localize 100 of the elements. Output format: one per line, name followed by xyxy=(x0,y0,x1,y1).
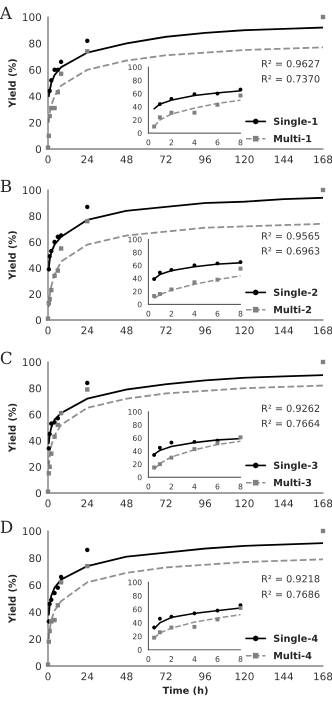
x-tick-label: 120 xyxy=(236,672,254,680)
chart-title: B xyxy=(0,180,12,192)
point xyxy=(192,92,196,96)
x-tick-label: 72 xyxy=(160,155,172,164)
x-tick-label: 24 xyxy=(81,326,94,334)
point xyxy=(56,422,60,428)
point xyxy=(192,440,196,444)
y-tick-label: 40 xyxy=(29,264,42,272)
x-tick-label: 144 xyxy=(274,500,294,508)
annotation: R² = 0.7370 xyxy=(262,75,320,83)
line-series xyxy=(48,542,323,616)
chart-title: C xyxy=(0,352,12,364)
x-tick-label: 0 xyxy=(45,155,51,164)
point xyxy=(216,608,220,613)
point xyxy=(58,410,64,416)
point xyxy=(47,602,52,606)
y-tick-label: 0 xyxy=(36,145,42,154)
point xyxy=(238,435,242,440)
point xyxy=(152,453,156,457)
point xyxy=(47,432,52,436)
point xyxy=(216,261,220,266)
y-tick-label: 0 xyxy=(36,489,42,498)
x-tick-label: 144 xyxy=(274,326,294,334)
point xyxy=(46,145,50,150)
x-tick-label: 24 xyxy=(81,499,94,508)
point xyxy=(47,464,52,469)
point xyxy=(47,88,52,94)
y-tick-label: 100 xyxy=(23,13,42,22)
point xyxy=(238,606,242,610)
point xyxy=(158,446,162,450)
y-tick-label: 80 xyxy=(29,384,42,392)
point xyxy=(85,564,90,568)
point xyxy=(46,446,52,451)
point xyxy=(238,94,242,98)
point xyxy=(56,268,60,273)
point xyxy=(56,603,60,608)
y-tick-label: 60 xyxy=(29,66,42,74)
annotation: R² = 0.7664 xyxy=(262,420,320,428)
legend-label: Single-3 xyxy=(274,461,318,471)
y-tick-label: 20 xyxy=(29,290,42,298)
point xyxy=(169,268,174,272)
annotation: R² = 0.9565 xyxy=(262,232,320,240)
y-tick-label: 80 xyxy=(29,554,42,562)
annotation: R² = 0.6963 xyxy=(262,247,320,255)
x-tick-label: 0 xyxy=(45,672,51,680)
y-tick-label: 100 xyxy=(23,186,42,194)
x-tick-label: 168 xyxy=(314,326,332,334)
y-axis-title: Yield (%) xyxy=(8,574,17,624)
y-tick-label: 20 xyxy=(29,118,42,127)
x-tick-label: 96 xyxy=(199,499,212,508)
point xyxy=(152,277,156,282)
point xyxy=(169,287,174,292)
chart-title: D xyxy=(0,520,12,533)
point xyxy=(56,90,60,94)
x-tick-label: 120 xyxy=(236,499,254,508)
y-tick-label: 80 xyxy=(29,212,42,220)
point xyxy=(158,292,162,296)
annotation: R² = 0.9262 xyxy=(262,404,320,412)
point xyxy=(49,598,54,602)
y-tick-label: 80 xyxy=(29,40,42,48)
point xyxy=(49,78,54,83)
y-tick-label: 20 xyxy=(29,463,42,471)
point xyxy=(47,254,52,258)
y-tick-label: 0 xyxy=(36,316,42,324)
y-tick-label: 40 xyxy=(29,608,42,616)
legend-label: Multi-1 xyxy=(274,134,312,142)
point xyxy=(85,204,90,210)
point xyxy=(158,102,162,106)
line-series xyxy=(153,99,240,128)
chart-title: A xyxy=(0,6,12,19)
y-tick-label: 20 xyxy=(29,635,42,644)
annotation: R² = 0.9218 xyxy=(262,575,320,582)
y-tick-label: 40 xyxy=(29,436,42,445)
point xyxy=(192,611,196,616)
point xyxy=(58,233,64,238)
point xyxy=(169,626,174,630)
point xyxy=(169,440,174,445)
point xyxy=(58,580,64,584)
y-axis-title: Yield (%) xyxy=(8,59,17,108)
x-tick-label: 72 xyxy=(160,499,172,508)
legend-label: Multi-2 xyxy=(274,306,312,314)
point xyxy=(56,586,60,590)
point xyxy=(158,462,162,466)
line-series xyxy=(153,614,240,640)
x-tick-label: 0 xyxy=(45,326,51,334)
annotation: R² = 0.9627 xyxy=(262,60,320,68)
point xyxy=(85,49,90,54)
point xyxy=(58,246,64,251)
point xyxy=(46,489,50,494)
point xyxy=(52,240,57,244)
point xyxy=(47,628,52,634)
point xyxy=(58,60,64,64)
x-axis-title: Time (h) xyxy=(162,686,208,696)
point xyxy=(152,294,156,298)
point xyxy=(192,280,196,284)
y-tick-label: 100 xyxy=(23,527,42,536)
point xyxy=(152,636,156,640)
point xyxy=(52,106,57,110)
point xyxy=(216,617,220,622)
point xyxy=(158,616,162,621)
